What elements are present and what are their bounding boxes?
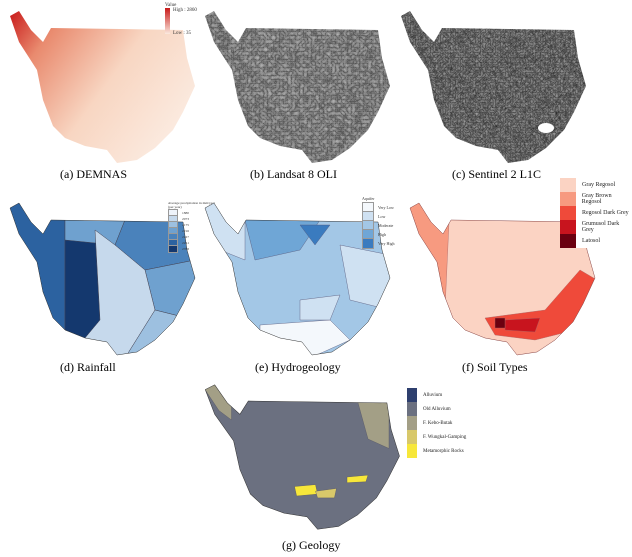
legend-label: 2251: [182, 241, 189, 245]
legend-title: Aquifer: [362, 196, 375, 201]
legend-row: Old Alluvium: [407, 402, 466, 416]
legend-label: Very High: [378, 241, 395, 246]
legend-row: Regosol Dark Grey: [560, 206, 632, 220]
legend-label: Very Low: [378, 205, 394, 210]
legend-low: Low : 35: [173, 31, 192, 36]
legend-label: 2788: [182, 247, 189, 251]
caption-g: (g) Geology: [282, 538, 341, 552]
sentinel-map: [401, 11, 586, 163]
legend-title: Average precipitation in mm/year (per ye…: [168, 201, 216, 209]
legend-label: 2227: [182, 235, 189, 239]
legend-row: Grumusol Dark Grey: [560, 220, 632, 234]
legend-row: Very High: [362, 238, 395, 249]
legend-label: F. Kebo-Butak: [423, 420, 453, 426]
legend-row: Alluvium: [407, 388, 466, 402]
caption-e: (e) Hydrogeology: [255, 360, 341, 374]
legend-label: Regosol Dark Grey: [582, 210, 629, 216]
legend-label: 2216: [182, 229, 189, 233]
legend-row: F. Wungkal-Gamping: [407, 430, 466, 444]
aquifer-legend: Aquifer Very Low Low Moderate High Very …: [362, 196, 395, 249]
legend-row: Latosol: [560, 234, 632, 248]
legend-label: Latosol: [582, 238, 600, 244]
legend-label: 2073: [182, 217, 189, 221]
caption-a: (a) DEMNAS: [60, 167, 127, 181]
dem-color-ramp: [165, 8, 170, 34]
caption-c: (c) Sentinel 2 L1C: [452, 167, 541, 181]
legend-high: High : 2860: [173, 8, 197, 13]
geology-map: [204, 384, 401, 530]
legend-label: Moderate: [378, 223, 394, 228]
legend-label: Metamorphic Rocks: [423, 448, 464, 454]
legend-row: Gray Regosol: [560, 178, 632, 192]
legend-row: F. Kebo-Butak: [407, 416, 466, 430]
legend-title: Value: [165, 3, 177, 8]
legend-row: Metamorphic Rocks: [407, 444, 466, 458]
geology-legend: Alluvium Old Alluvium F. Kebo-Butak F. W…: [407, 388, 467, 458]
dem-legend: Value High : 2860 Low : 35: [165, 3, 197, 36]
legend-label: Gray Regosol: [582, 182, 616, 188]
legend-row: 2788: [168, 245, 218, 253]
rainfall-legend: Average precipitation in mm/year (per ye…: [168, 201, 218, 253]
legend-label: Grumusol Dark Grey: [581, 221, 620, 233]
legend-label: 2175: [182, 223, 189, 227]
legend-label: High: [378, 232, 386, 237]
landsat-map: [205, 11, 390, 163]
legend-label: F. Wungkal-Gamping: [423, 434, 467, 440]
hydrogeology-map: [204, 202, 391, 356]
caption-b: (b) Landsat 8 OLI: [250, 167, 337, 181]
legend-label: Gray Brown Regosol: [581, 193, 612, 205]
legend-label: Alluvium: [423, 392, 443, 398]
legend-label: Low: [378, 214, 386, 219]
caption-d: (d) Rainfall: [60, 360, 116, 374]
soil-legend: Gray Regosol Gray Brown Regosol Regosol …: [560, 178, 632, 248]
legend-label: Old Alluvium: [423, 406, 451, 412]
legend-label: 1880: [182, 211, 189, 215]
caption-f: (f) Soil Types: [462, 360, 528, 374]
legend-row: Gray Brown Regosol: [560, 192, 632, 206]
